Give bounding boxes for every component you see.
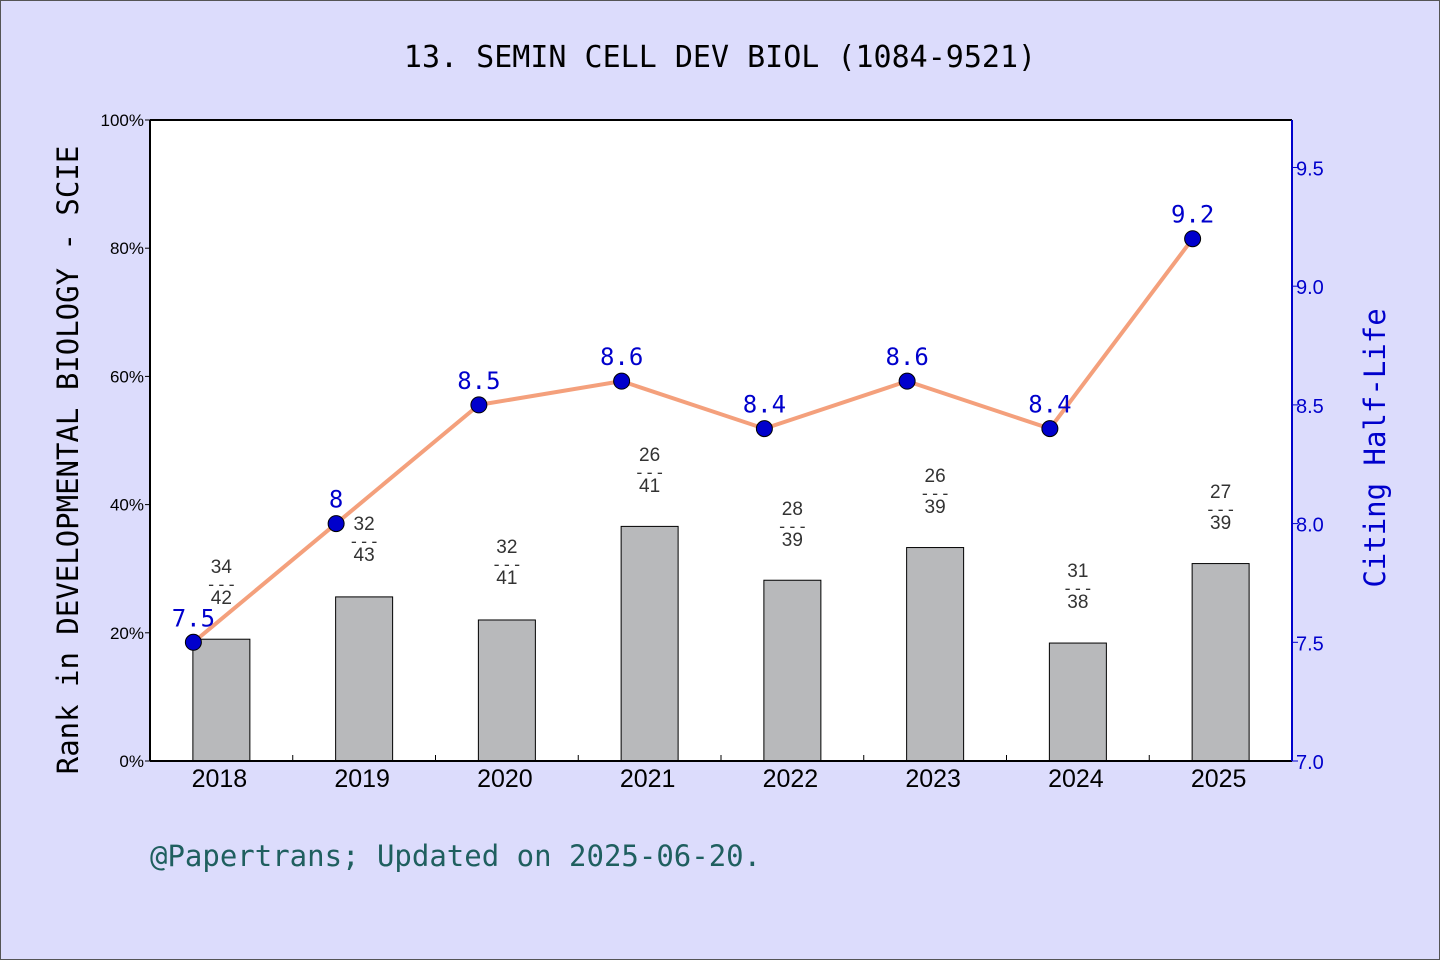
- line-point-2023: [898, 372, 916, 390]
- x-tick-label-2023: 2023: [905, 765, 961, 793]
- bar-rank-separator: ---: [1205, 500, 1236, 520]
- bar-rank-label: 31: [1067, 561, 1088, 582]
- bar-rank-separator: ---: [777, 517, 808, 537]
- bar-rank-label: 26: [639, 445, 660, 466]
- x-tick-label-2025: 2025: [1191, 765, 1247, 793]
- bar-2024: [1048, 642, 1107, 762]
- bar-total-label: 38: [1067, 592, 1088, 613]
- line-value-label: 9.2: [1171, 201, 1214, 229]
- bar-rank-separator: ---: [920, 484, 951, 504]
- line-point-2018: [184, 633, 202, 651]
- x-tick-label-2019: 2019: [334, 765, 390, 793]
- left-tick-label: 80%: [110, 239, 144, 258]
- bar-rank-separator: ---: [206, 575, 237, 595]
- bar-total-label: 39: [782, 530, 803, 551]
- plot-background: [150, 120, 1292, 761]
- bar-total-label: 41: [496, 568, 517, 589]
- left-tick-label: 0%: [119, 752, 144, 771]
- right-tick-label: 8.5: [1296, 396, 1324, 418]
- bar-2020: [477, 619, 536, 762]
- bar-total-label: 43: [354, 545, 375, 566]
- bar-2023: [906, 547, 965, 762]
- line-value-label: 8: [329, 486, 343, 514]
- left-tick-label: 60%: [110, 367, 144, 386]
- chart-title: 13. SEMIN CELL DEV BIOL (1084-9521): [404, 40, 1036, 75]
- bar-rank-label: 27: [1210, 482, 1231, 503]
- right-tick-label: 9.5: [1296, 158, 1324, 180]
- x-tick-label-2022: 2022: [763, 765, 819, 793]
- line-value-label: 8.4: [743, 391, 786, 419]
- line-value-label: 8.6: [885, 343, 928, 371]
- line-point-2019: [327, 515, 345, 533]
- right-tick-label: 7.0: [1296, 752, 1324, 774]
- left-tick-label: 40%: [110, 496, 144, 515]
- bar-total-label: 39: [1210, 513, 1231, 534]
- bar-rank-label: 32: [354, 514, 375, 535]
- bar-2022: [763, 579, 822, 762]
- line-point-2024: [1041, 420, 1059, 438]
- bar-rank-label: 32: [496, 537, 517, 558]
- line-point-2021: [613, 372, 631, 390]
- bar-rank-separator: ---: [1063, 579, 1094, 599]
- line-value-label: 7.5: [172, 604, 215, 632]
- right-tick-label: 8.0: [1296, 515, 1324, 537]
- bar-rank-label: 28: [782, 499, 803, 520]
- line-point-2022: [755, 420, 773, 438]
- line-value-label: 8.6: [600, 343, 643, 371]
- x-tick-label-2024: 2024: [1048, 765, 1104, 793]
- left-tick-label: 100%: [101, 111, 144, 130]
- bar-2025: [1191, 563, 1250, 762]
- x-tick-label-2021: 2021: [620, 765, 676, 793]
- bar-rank-label: 26: [925, 466, 946, 487]
- bar-2018: [192, 638, 251, 762]
- x-tick-label-2020: 2020: [477, 765, 533, 793]
- half-life-line: [192, 237, 1195, 644]
- line-point-2020: [470, 396, 488, 414]
- x-tick-label-2018: 2018: [192, 765, 248, 793]
- bar-total-label: 41: [639, 476, 660, 497]
- bar-2019: [335, 596, 394, 762]
- bar-rank-separator: ---: [349, 532, 380, 552]
- bar-rank-separator: ---: [634, 463, 665, 483]
- left-tick-label: 20%: [110, 624, 144, 643]
- left-axis-label: Rank in DEVELOPMENTAL BIOLOGY - SCIE: [51, 146, 85, 775]
- right-axis-label: Citing Half-Life: [1358, 308, 1392, 587]
- line-value-label: 8.4: [1028, 391, 1071, 419]
- bar-rank-label: 34: [211, 557, 233, 578]
- right-tick-label: 7.5: [1296, 633, 1324, 655]
- line-value-label: 8.5: [457, 367, 500, 395]
- bar-total-label: 39: [925, 497, 946, 518]
- line-point-2025: [1184, 230, 1202, 248]
- footer-credit: @Papertrans; Updated on 2025-06-20.: [150, 839, 761, 873]
- bar-2021: [620, 525, 679, 762]
- bar-total-label: 42: [211, 588, 232, 609]
- right-tick-label: 9.0: [1296, 277, 1324, 299]
- bar-rank-separator: ---: [492, 555, 523, 575]
